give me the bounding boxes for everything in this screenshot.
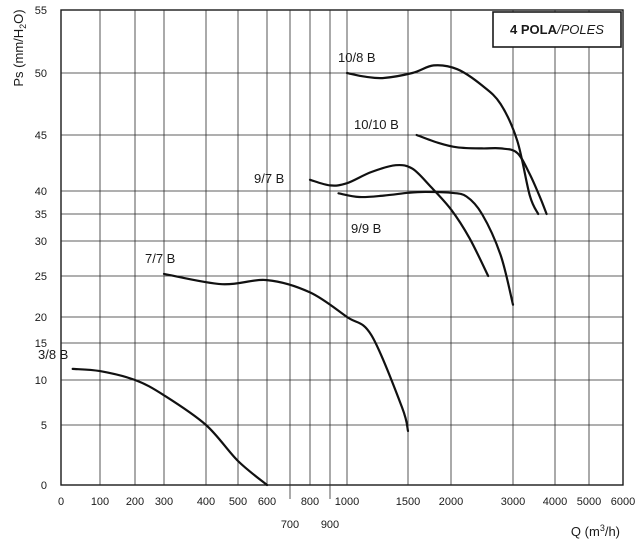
- series-label: 3/8 B: [38, 347, 68, 362]
- legend-box: 4 POLA/POLES: [492, 11, 622, 48]
- series-curve: [308, 163, 490, 278]
- legend-box-text: 4 POLA/POLES: [510, 22, 604, 37]
- x-tick-label: 600: [258, 496, 276, 508]
- y-axis-label-subscript: 2: [18, 24, 28, 29]
- y-tick-labels: 0 5 10 15 20 25 30 35 40 45 50 55: [35, 5, 47, 492]
- x-tick-label: 3000: [501, 496, 525, 508]
- series-curve: [71, 367, 269, 487]
- x-tick-label: 800: [301, 496, 319, 508]
- series-curve: [415, 133, 548, 216]
- y-axis-label: Ps (mm/H2O): [11, 9, 28, 86]
- x-tick-label: 0: [58, 496, 64, 508]
- series-curve: [337, 190, 515, 306]
- series-label: 9/9 B: [351, 221, 381, 236]
- y-tick-label: 20: [35, 312, 47, 324]
- series-label: 10/8 B: [338, 50, 376, 65]
- x-tick-label: 500: [229, 496, 247, 508]
- series-label: 10/10 B: [354, 117, 399, 132]
- y-tick-label: 45: [35, 130, 47, 142]
- x-axis-label-part-3: /h): [605, 524, 620, 539]
- y-tick-label: 40: [35, 186, 47, 198]
- series-curve: [162, 272, 410, 433]
- x-tick-label: 2000: [439, 496, 463, 508]
- y-tick-label: 35: [35, 209, 47, 221]
- x-tick-label: 1000: [335, 496, 359, 508]
- y-tick-label: 15: [35, 338, 47, 350]
- series-label: 7/7 B: [145, 251, 175, 266]
- series-curves: [71, 64, 548, 487]
- y-tick-label: 5: [41, 420, 47, 432]
- y-tick-label: 50: [35, 68, 47, 80]
- legend-box-italic: /POLES: [556, 22, 604, 37]
- y-tick-label: 10: [35, 375, 47, 387]
- x-tick-label: 6000: [611, 496, 635, 508]
- y-tick-label: 55: [35, 5, 47, 17]
- x-tick-label: 4000: [543, 496, 567, 508]
- y-tick-label: 0: [41, 480, 47, 492]
- legend-box-frame: [492, 11, 622, 48]
- x-tick-label: 400: [197, 496, 215, 508]
- x-tick-label: 1500: [396, 496, 420, 508]
- x-axis-label-superscript: 3: [600, 523, 605, 533]
- series-label: 9/7 B: [254, 171, 284, 186]
- x-tick-label: 900: [321, 519, 339, 531]
- y-axis-label-part-3: O): [11, 9, 26, 23]
- x-tick-label: 300: [155, 496, 173, 508]
- plot-frame: [60, 9, 624, 486]
- x-tick-label: 100: [91, 496, 109, 508]
- x-tick-label: 5000: [577, 496, 601, 508]
- y-axis-label-part-1: Ps (mm/H: [11, 29, 26, 87]
- y-tick-label: 25: [35, 271, 47, 283]
- x-tick-label: 200: [126, 496, 144, 508]
- y-tick-label: 30: [35, 236, 47, 248]
- x-tick-label: 700: [281, 519, 299, 531]
- x-axis-label: Q (m3/h): [571, 523, 620, 539]
- x-axis-label-part-1: Q (m: [571, 524, 600, 539]
- series-labels: 3/8 B 7/7 B 9/7 B 9/9 B 10/8 B 10/10 B: [38, 50, 399, 362]
- legend-box-bold: 4 POLA: [510, 22, 558, 37]
